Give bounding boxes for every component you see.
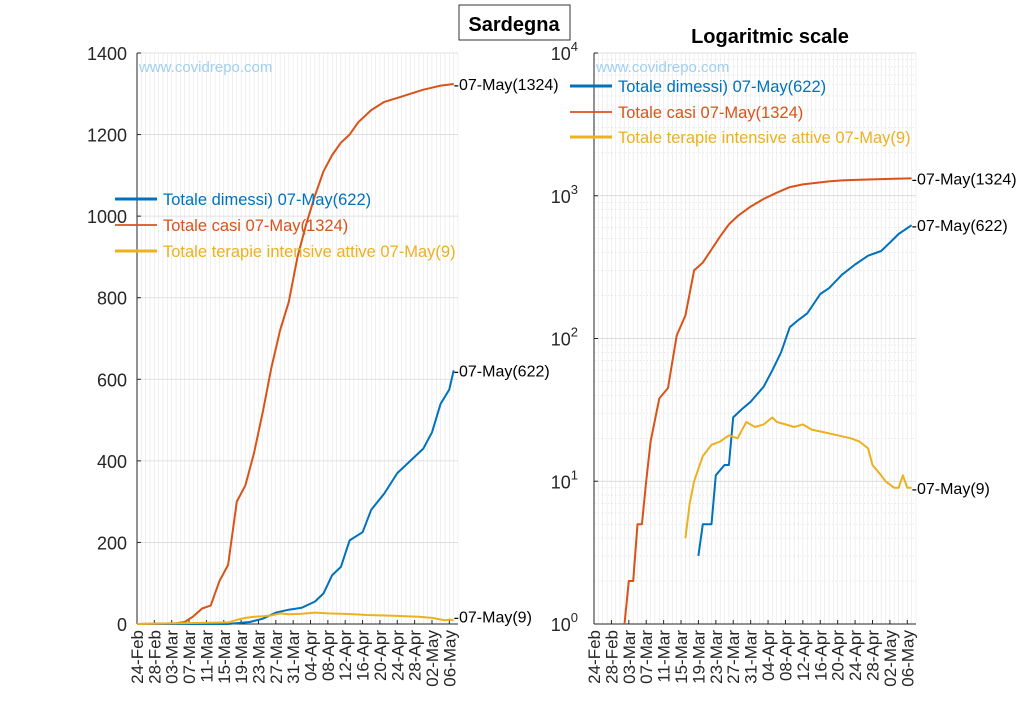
x-tick-label: 16-Apr xyxy=(811,630,830,681)
y-tick-label: 1400 xyxy=(87,44,127,64)
x-tick-label: 07-Mar xyxy=(180,630,199,684)
x-tick-label: 15-Mar xyxy=(215,630,234,684)
legend-entry-dimessi: Totale dimessi) 07-May(622) xyxy=(618,78,826,96)
end-label-casi: -07-May(1324) xyxy=(454,77,559,94)
x-tick-label: 27-Mar xyxy=(724,630,743,684)
x-tick-label: 31-Mar xyxy=(742,630,761,684)
series-line-casi xyxy=(623,177,912,625)
end-label-dimessi: -07-May(622) xyxy=(454,363,550,380)
x-tick-label: 07-Mar xyxy=(637,630,656,684)
log-chart-panel: 10010110210310424-Feb28-Feb03-Mar07-Mar1… xyxy=(551,26,1017,687)
watermark: www.covidrepo.com xyxy=(595,59,729,76)
chart-title: Logaritmic scale xyxy=(691,26,849,48)
end-label-terapie: -07-May(9) xyxy=(912,481,990,498)
y-tick-label: 0 xyxy=(117,615,127,635)
legend-entry-terapie: Totale terapie intensive attive 07-May(9… xyxy=(618,129,911,147)
x-tick-label: 28-Apr xyxy=(863,630,882,681)
x-tick-label: 19-Mar xyxy=(689,630,708,684)
y-tick-label: 1000 xyxy=(87,207,127,227)
y-tick-label: 200 xyxy=(97,533,127,553)
y-tick-label: 103 xyxy=(551,182,578,207)
end-label-casi: -07-May(1324) xyxy=(912,171,1017,188)
x-tick-label: 08-Apr xyxy=(776,630,795,681)
x-tick-label: 12-Apr xyxy=(794,630,813,681)
x-tick-label: 28-Feb xyxy=(145,630,164,684)
y-tick-label: 400 xyxy=(97,452,127,472)
y-tick-label: 800 xyxy=(97,289,127,309)
end-label-dimessi: -07-May(622) xyxy=(912,218,1008,235)
x-tick-label: 24-Apr xyxy=(388,630,407,681)
legend-entry-dimessi: Totale dimessi) 07-May(622) xyxy=(163,191,371,209)
linear-chart-panel: 0 200 400 600 800 1000 1200 1400 24-Feb28-Feb03-… xyxy=(87,44,559,687)
x-tick-label: 04-Apr xyxy=(759,630,778,681)
end-label-terapie: -07-May(9) xyxy=(454,609,532,626)
y-tick-label: 102 xyxy=(551,325,578,350)
x-tick-label: 12-Apr xyxy=(336,630,355,681)
series-line-terapie xyxy=(684,416,912,539)
x-tick-label: 15-Mar xyxy=(672,630,691,684)
suptitle-frame xyxy=(458,4,571,41)
x-tick-label: 11-Mar xyxy=(197,630,216,683)
x-tick-label: 31-Mar xyxy=(284,630,303,684)
series-line-dimessi xyxy=(697,224,913,557)
x-tick-label: 28-Apr xyxy=(406,630,425,681)
suptitle-box: Sardegna xyxy=(458,4,571,41)
suptitle: Sardegna xyxy=(468,14,560,36)
series-line-dimessi xyxy=(137,370,455,625)
x-tick-label: 06-May xyxy=(440,630,459,687)
x-tick-label: 02-May xyxy=(423,630,442,687)
x-tick-label: 03-Mar xyxy=(620,630,639,684)
watermark: www.covidrepo.com xyxy=(138,59,272,76)
x-tick-label: 11-Mar xyxy=(655,630,674,683)
y-tick-label: 100 xyxy=(551,610,578,635)
x-tick-label: 16-Apr xyxy=(354,630,373,681)
x-tick-label: 24-Apr xyxy=(846,630,865,681)
series-line-casi xyxy=(136,83,454,625)
x-tick-label: 28-Feb xyxy=(602,630,621,684)
x-tick-label: 24-Feb xyxy=(128,630,147,684)
y-tick-label: 104 xyxy=(551,39,578,64)
x-tick-label: 03-Mar xyxy=(163,630,182,684)
x-tick-label: 24-Feb xyxy=(585,630,604,684)
legend-entry-casi: Totale casi 07-May(1324) xyxy=(163,217,348,235)
x-tick-label: 08-Apr xyxy=(319,630,338,681)
series-line-terapie xyxy=(136,611,454,625)
y-tick-label: 600 xyxy=(97,370,127,390)
x-tick-label: 20-Apr xyxy=(371,630,390,681)
x-tick-label: 06-May xyxy=(898,630,917,687)
x-tick-label: 02-May xyxy=(881,630,900,687)
legend-entry-casi: Totale casi 07-May(1324) xyxy=(618,104,803,122)
x-tick-label: 23-Mar xyxy=(249,630,268,684)
y-tick-label: 1200 xyxy=(87,126,127,146)
x-tick-label: 20-Apr xyxy=(829,630,848,681)
x-tick-label: 23-Mar xyxy=(707,630,726,684)
x-tick-label: 27-Mar xyxy=(267,630,286,684)
legend-entry-terapie: Totale terapie intensive attive 07-May(9… xyxy=(163,243,456,261)
x-tick-label: 04-Apr xyxy=(302,630,321,681)
y-tick-label: 101 xyxy=(551,467,578,492)
x-tick-label: 19-Mar xyxy=(232,630,251,684)
